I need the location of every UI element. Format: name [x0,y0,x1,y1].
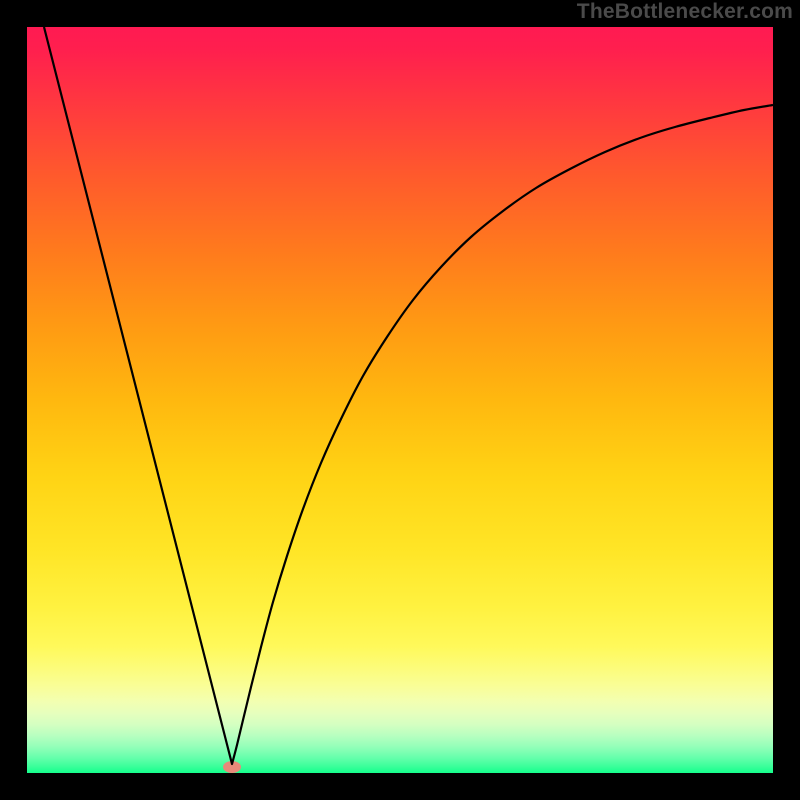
chart-container: TheBottlenecker.com [0,0,800,800]
watermark-text: TheBottlenecker.com [577,0,793,24]
plot-svg [27,27,773,773]
plot-area [27,27,773,773]
